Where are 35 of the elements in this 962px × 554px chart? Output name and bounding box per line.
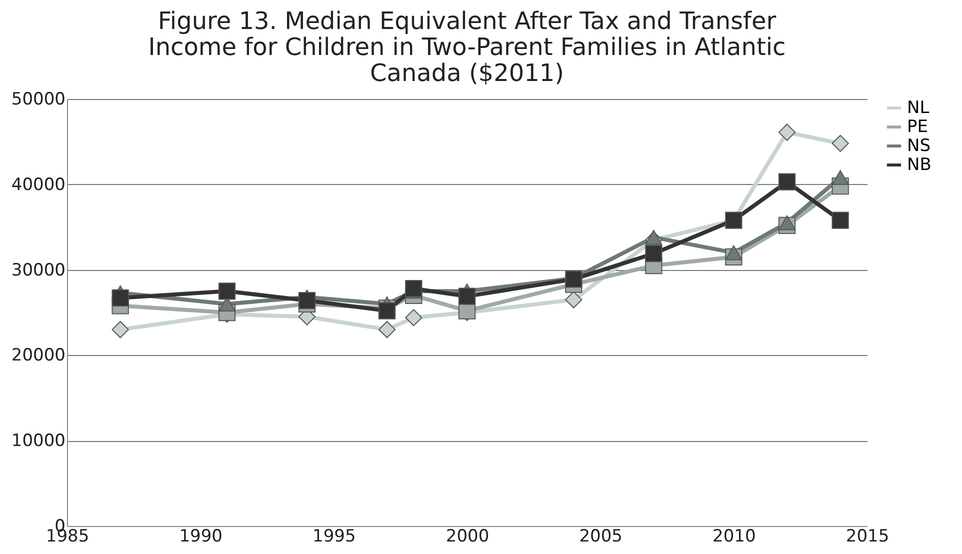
point	[832, 212, 849, 229]
point	[112, 289, 129, 307]
legend-label: NB	[907, 155, 932, 175]
point	[832, 134, 849, 152]
point	[378, 321, 396, 338]
x-tick-label: 1990	[179, 526, 222, 546]
point	[645, 230, 662, 245]
legend-label: PE	[907, 117, 928, 137]
point	[725, 245, 742, 260]
legend-label: NL	[907, 98, 930, 118]
point	[218, 282, 236, 300]
point	[112, 321, 129, 338]
x-tick-label: 2015	[846, 526, 890, 546]
legend-label: NS	[907, 136, 931, 156]
y-tick-label: 20000	[11, 346, 66, 366]
y-tick-label: 30000	[11, 260, 66, 280]
x-tick-label: 2005	[579, 526, 622, 546]
point	[378, 302, 396, 320]
point	[405, 280, 422, 298]
y-tick-label: 10000	[11, 431, 66, 452]
x-tick-label: 2000	[446, 526, 490, 546]
point	[405, 309, 422, 326]
x-tick-label: 1995	[312, 526, 356, 546]
point	[778, 215, 796, 230]
x-tick-label: 2010	[712, 526, 756, 546]
point	[832, 170, 849, 186]
chart-title: Figure 13. Median Equivalent After Tax and Transfer Income for Children in Two-Parent Families in Atlantic Canada ($2011)	[148, 7, 786, 87]
point	[458, 288, 476, 305]
point	[298, 292, 316, 310]
y-tick-label: 50000	[11, 90, 66, 110]
y-tick-label: 40000	[11, 174, 66, 195]
point	[645, 245, 662, 262]
point	[778, 173, 796, 190]
point	[778, 124, 796, 141]
point	[565, 291, 582, 308]
